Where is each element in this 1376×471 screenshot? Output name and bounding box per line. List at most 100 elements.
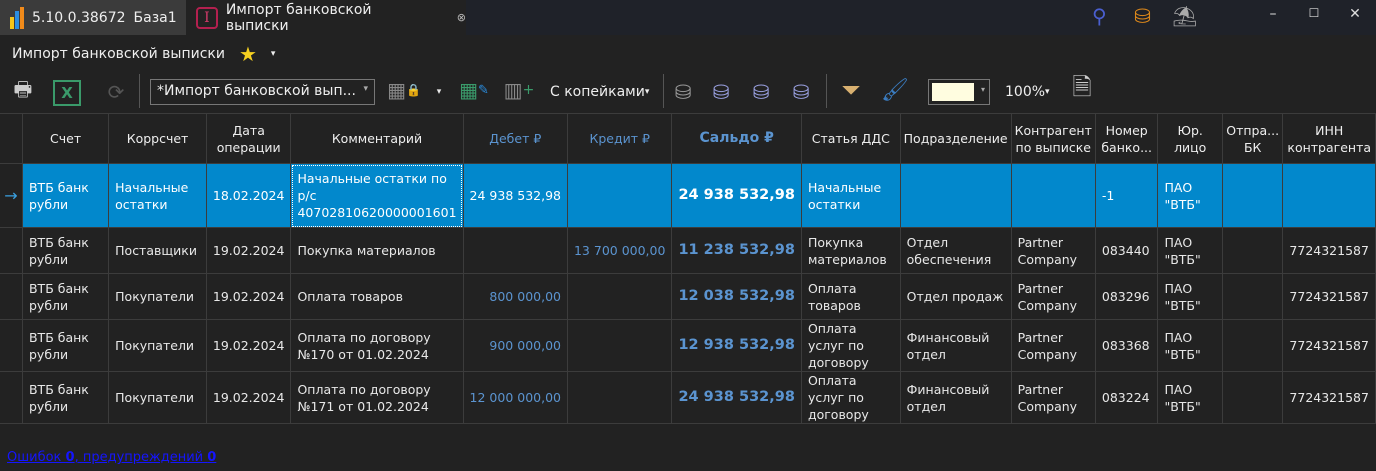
close-button[interactable]: ✕ — [1349, 6, 1361, 22]
cell-balance[interactable]: 12 038 532,98 — [671, 273, 802, 320]
cell-credit[interactable]: 13 700 000,00 — [566, 227, 673, 274]
database-import-icon[interactable]: ⛁ — [712, 80, 730, 104]
cell-department[interactable]: Финансовый отдел — [899, 319, 1012, 372]
column-header-bank-doc-number[interactable]: Номер банко... — [1094, 113, 1159, 164]
cell-balance[interactable]: 24 938 532,98 — [671, 371, 802, 424]
cell-corr-account[interactable]: Покупатели — [108, 273, 207, 320]
tab-close-icon[interactable]: ⊗ — [456, 11, 466, 24]
column-header-debit[interactable]: Дебет ₽ — [462, 113, 568, 164]
cell-department[interactable]: Финансовый отдел — [899, 371, 1012, 424]
row-indicator[interactable] — [0, 273, 23, 320]
table-row[interactable]: → ВТБ банк рубли Начальные остатки 18.02.20… — [0, 163, 1376, 228]
cell-legal-entity[interactable]: ПАО "ВТБ" — [1157, 227, 1223, 274]
cell-comment[interactable]: Оплата товаров — [290, 273, 464, 320]
cell-operation-date[interactable]: 19.02.2024 — [205, 227, 292, 274]
errors-warnings-link[interactable]: Ошибок 0, предупреждений 0 — [7, 450, 216, 465]
cell-comment[interactable]: Оплата по договору №170 от 01.02.2024 — [290, 319, 464, 372]
cell-corr-account[interactable]: Покупатели — [108, 371, 207, 424]
grid-lock-icon[interactable]: ▦ 🔒 — [387, 78, 421, 102]
maximize-button[interactable]: ☐ — [1308, 6, 1320, 20]
cell-bank-doc-number[interactable]: 083296 — [1094, 273, 1159, 320]
column-header-counterparty-inn[interactable]: ИНН контрагента — [1282, 113, 1376, 164]
cell-bank-doc-number[interactable]: 083368 — [1094, 319, 1159, 372]
cell-corr-account[interactable]: Покупатели — [108, 319, 207, 372]
cell-counterparty-inn[interactable]: 7724321587 — [1282, 227, 1376, 274]
cell-account[interactable]: ВТБ банк рубли — [21, 227, 110, 274]
column-header-comment[interactable]: Комментарий — [290, 113, 464, 164]
table-row[interactable]: ВТБ банк рубли Покупатели 19.02.2024 Оплата… — [0, 371, 1376, 424]
cell-counterparty[interactable]: Partner Company — [1010, 227, 1096, 274]
grid-edit-icon[interactable]: ▦ ✎ — [459, 78, 489, 102]
database-delete-icon[interactable]: ⛁ — [792, 80, 810, 104]
cell-debit[interactable]: 800 000,00 — [462, 273, 568, 320]
cell-sent-bk[interactable] — [1221, 371, 1284, 424]
cell-account[interactable]: ВТБ банк рубли — [21, 273, 110, 320]
cell-account[interactable]: ВТБ банк рубли — [21, 319, 110, 372]
cell-sent-bk[interactable] — [1221, 163, 1284, 228]
cell-department[interactable]: Отдел продаж — [899, 273, 1012, 320]
cell-debit[interactable]: 24 938 532,98 — [462, 163, 568, 228]
row-indicator[interactable] — [0, 319, 23, 372]
column-header-department[interactable]: Подразделение — [899, 113, 1012, 164]
cell-credit[interactable] — [566, 163, 673, 228]
minimize-button[interactable]: – — [1269, 6, 1277, 22]
cell-legal-entity[interactable]: ПАО "ВТБ" — [1157, 371, 1223, 424]
cell-operation-date[interactable]: 18.02.2024 — [205, 163, 292, 228]
cell-credit[interactable] — [566, 273, 673, 320]
brush-icon[interactable]: 🖌 — [881, 77, 909, 103]
cell-cash-flow-item[interactable]: Оплата услуг по договору — [800, 319, 901, 372]
column-header-corr-account[interactable]: Коррсчет — [108, 113, 207, 164]
database-new-icon[interactable]: ⛁ — [752, 80, 770, 104]
cell-department[interactable]: Отдел обеспечения — [899, 227, 1012, 274]
table-row[interactable]: ВТБ банк рубли Покупатели 19.02.2024 Оплата… — [0, 273, 1376, 320]
cell-counterparty-inn[interactable]: 7724321587 — [1282, 319, 1376, 372]
database-icon[interactable]: ⛁ — [1134, 4, 1151, 28]
filter-edit-icon[interactable]: ⏷ — [841, 76, 861, 104]
cell-legal-entity[interactable]: ПАО "ВТБ" — [1157, 273, 1223, 320]
column-header-operation-date[interactable]: Дата операции — [205, 113, 292, 164]
cell-credit[interactable] — [566, 319, 673, 372]
cell-bank-doc-number[interactable]: 083440 — [1094, 227, 1159, 274]
column-header-credit[interactable]: Кредит ₽ — [566, 113, 673, 164]
cell-cash-flow-item[interactable]: Покупка материалов — [800, 227, 901, 274]
column-header-counterparty[interactable]: Контрагент по выписке — [1010, 113, 1096, 164]
cell-counterparty-inn[interactable]: 7724321587 — [1282, 371, 1376, 424]
kopecks-dropdown[interactable]: С копейками ▾ — [550, 78, 649, 106]
umbrella-icon[interactable]: ⛱ — [1172, 4, 1198, 28]
cell-debit[interactable] — [462, 227, 568, 274]
cell-department[interactable] — [899, 163, 1012, 228]
cell-counterparty-inn[interactable]: 7724321587 — [1282, 273, 1376, 320]
favorite-dropdown[interactable]: ▾ — [270, 49, 276, 59]
cell-sent-bk[interactable] — [1221, 319, 1284, 372]
cell-cash-flow-item[interactable]: Начальные остатки — [800, 163, 901, 228]
table-row[interactable]: ВТБ банк рубли Поставщики 19.02.2024 Покупк… — [0, 227, 1376, 274]
cell-legal-entity[interactable]: ПАО "ВТБ" — [1157, 319, 1223, 372]
column-header-legal-entity[interactable]: Юр. лицо — [1157, 113, 1223, 164]
column-header-sent-bk[interactable]: Отпра... БК — [1221, 113, 1284, 164]
cell-debit[interactable]: 900 000,00 — [462, 319, 568, 372]
table-row[interactable]: ВТБ банк рубли Покупатели 19.02.2024 Оплата… — [0, 319, 1376, 372]
cell-cash-flow-item[interactable]: Оплата услуг по договору — [800, 371, 901, 424]
row-indicator[interactable] — [0, 227, 23, 274]
color-picker[interactable]: ▾ — [928, 79, 990, 105]
settings-report-icon[interactable]: 🗎 — [1072, 72, 1092, 101]
refresh-icon[interactable]: ⟳ — [107, 80, 125, 104]
favorite-star-icon[interactable]: ★ — [238, 42, 257, 66]
app-tab[interactable]: 5.10.0.38672 База1 — [0, 0, 186, 35]
tab-import-bank-statement[interactable]: I Импорт банковской выписки ⊗ — [186, 0, 466, 35]
cell-corr-account[interactable]: Поставщики — [108, 227, 207, 274]
layout-combo[interactable]: *Импорт банковской вып... ▾ — [150, 79, 375, 105]
print-icon[interactable]: 🖶 — [13, 77, 33, 101]
cell-bank-doc-number[interactable]: 083224 — [1094, 371, 1159, 424]
cell-sent-bk[interactable] — [1221, 227, 1284, 274]
add-column-icon[interactable]: ▥ + — [503, 78, 535, 102]
column-header-account[interactable]: Счет — [21, 113, 110, 164]
cell-counterparty[interactable]: Partner Company — [1010, 371, 1096, 424]
cell-account[interactable]: ВТБ банк рубли — [21, 371, 110, 424]
database-gray-icon[interactable]: ⛁ — [674, 80, 692, 104]
cell-comment[interactable]: Начальные остатки по р/с 407028106200000… — [290, 163, 464, 228]
cell-counterparty[interactable]: Partner Company — [1010, 319, 1096, 372]
excel-icon[interactable]: X — [53, 80, 81, 106]
cell-operation-date[interactable]: 19.02.2024 — [205, 273, 292, 320]
cell-operation-date[interactable]: 19.02.2024 — [205, 319, 292, 372]
